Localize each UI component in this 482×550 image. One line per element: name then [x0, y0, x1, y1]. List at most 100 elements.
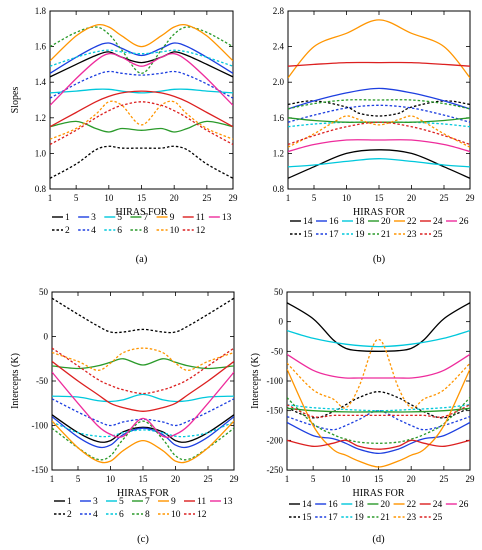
- legend-label-12: 12: [197, 510, 207, 520]
- x-tick-label: 29: [229, 193, 239, 203]
- legend-label-23: 23: [407, 513, 417, 523]
- legend-label-8: 8: [143, 226, 148, 236]
- y-tick-label: 2.4: [273, 42, 285, 52]
- y-tick-label: -100: [267, 376, 284, 386]
- x-tick-label: 20: [171, 474, 181, 484]
- y-tick-label: 1.2: [35, 113, 46, 123]
- series-line-4: [50, 70, 233, 99]
- legend-label-24: 24: [433, 500, 443, 510]
- x-tick-label: 15: [374, 474, 384, 484]
- series-line-4: [52, 398, 234, 427]
- x-tick-label: 20: [407, 193, 417, 203]
- series-line-9: [52, 420, 234, 464]
- x-tick-label: 15: [137, 193, 147, 203]
- series-line-18: [288, 158, 470, 168]
- panel-label: (a): [136, 254, 148, 265]
- legend-label-11: 11: [196, 213, 205, 223]
- y-tick-label: 1.6: [273, 113, 285, 123]
- y-tick-label: 1.0: [35, 148, 47, 158]
- series-line-18: [287, 329, 470, 348]
- legend-label-14: 14: [302, 500, 312, 510]
- series-line-14: [287, 302, 470, 352]
- y-tick-label: 2.0: [273, 77, 285, 87]
- legend-label-13: 13: [222, 213, 232, 223]
- x-tick-label: 10: [342, 193, 352, 203]
- plot-frame: [51, 291, 235, 471]
- legend: 14 16 18 20 22 24 26 15 17 19 21 23 25: [290, 217, 469, 240]
- legend-label-1: 1: [67, 497, 72, 507]
- series-line-1: [50, 51, 233, 78]
- x-axis-label: HIRAS FOR: [353, 207, 405, 218]
- series-line-9: [50, 23, 233, 62]
- series-line-16: [287, 421, 470, 455]
- y-tick-label: -50: [271, 346, 283, 356]
- legend-label-21: 21: [381, 230, 391, 240]
- legend-label-24: 24: [433, 217, 443, 227]
- x-tick-label: 1: [48, 193, 53, 203]
- y-tick-label: -150: [267, 406, 284, 416]
- x-tick-label: 20: [407, 474, 417, 484]
- plot-frame: [286, 291, 471, 471]
- legend-label-25: 25: [433, 513, 443, 523]
- panel-label: (d): [372, 534, 385, 545]
- series-line-22: [288, 19, 470, 79]
- legend-label-8: 8: [145, 510, 150, 520]
- y-tick-label: 1.4: [35, 77, 47, 87]
- y-axis-label: Slopes: [10, 87, 21, 114]
- legend-label-6: 6: [119, 510, 124, 520]
- series-line-26: [288, 139, 470, 153]
- x-tick-label: 29: [466, 474, 476, 484]
- legend-label-2: 2: [65, 226, 70, 236]
- y-tick-label: -50: [36, 376, 48, 386]
- series-line-7: [52, 358, 234, 370]
- y-axis-label: Intercepts (K): [10, 353, 21, 409]
- series-group: [50, 23, 233, 179]
- x-tick-label: 25: [202, 193, 212, 203]
- series-line-23: [287, 338, 470, 409]
- series-line-26: [287, 353, 470, 379]
- legend-label-17: 17: [329, 230, 339, 240]
- series-line-6: [50, 49, 233, 67]
- legend-label-7: 7: [145, 497, 150, 507]
- series-line-12: [52, 347, 234, 395]
- plot-frame: [49, 10, 234, 190]
- legend-label-2: 2: [67, 510, 72, 520]
- series-line-24: [287, 439, 470, 450]
- legend-label-5: 5: [117, 213, 122, 223]
- legend-label-19: 19: [355, 230, 365, 240]
- x-tick-label: 5: [312, 193, 317, 203]
- y-tick-label: 1.2: [273, 148, 284, 158]
- x-tick-label: 5: [311, 474, 316, 484]
- x-tick-label: 5: [74, 193, 79, 203]
- series-line-21: [288, 99, 470, 110]
- series-line-24: [288, 61, 470, 67]
- legend-label-26: 26: [459, 500, 469, 510]
- y-tick-label: 0: [44, 332, 49, 342]
- series-line-2: [52, 297, 234, 334]
- legend-label-13: 13: [223, 497, 233, 507]
- series-line-3: [50, 42, 233, 74]
- legend-label-20: 20: [380, 500, 390, 510]
- legend-label-7: 7: [143, 213, 148, 223]
- panel-label: (c): [137, 534, 149, 545]
- y-tick-label: 1.6: [35, 42, 47, 52]
- panel-label: (b): [373, 254, 386, 265]
- y-tick-label: -250: [267, 465, 284, 475]
- series-line-14: [288, 149, 470, 179]
- legend-label-21: 21: [380, 513, 390, 523]
- y-tick-label: 50: [274, 287, 284, 297]
- series-group: [287, 302, 470, 468]
- series-line-23: [288, 115, 470, 148]
- series-line-5: [52, 393, 234, 403]
- series-line-12: [50, 101, 233, 146]
- legend-label-15: 15: [302, 513, 312, 523]
- legend-label-5: 5: [119, 497, 124, 507]
- x-tick-label: 15: [139, 474, 149, 484]
- x-axis-label: HIRAS FOR: [353, 488, 405, 499]
- series-group: [288, 19, 470, 179]
- legend-label-20: 20: [381, 217, 391, 227]
- x-tick-label: 29: [466, 193, 476, 203]
